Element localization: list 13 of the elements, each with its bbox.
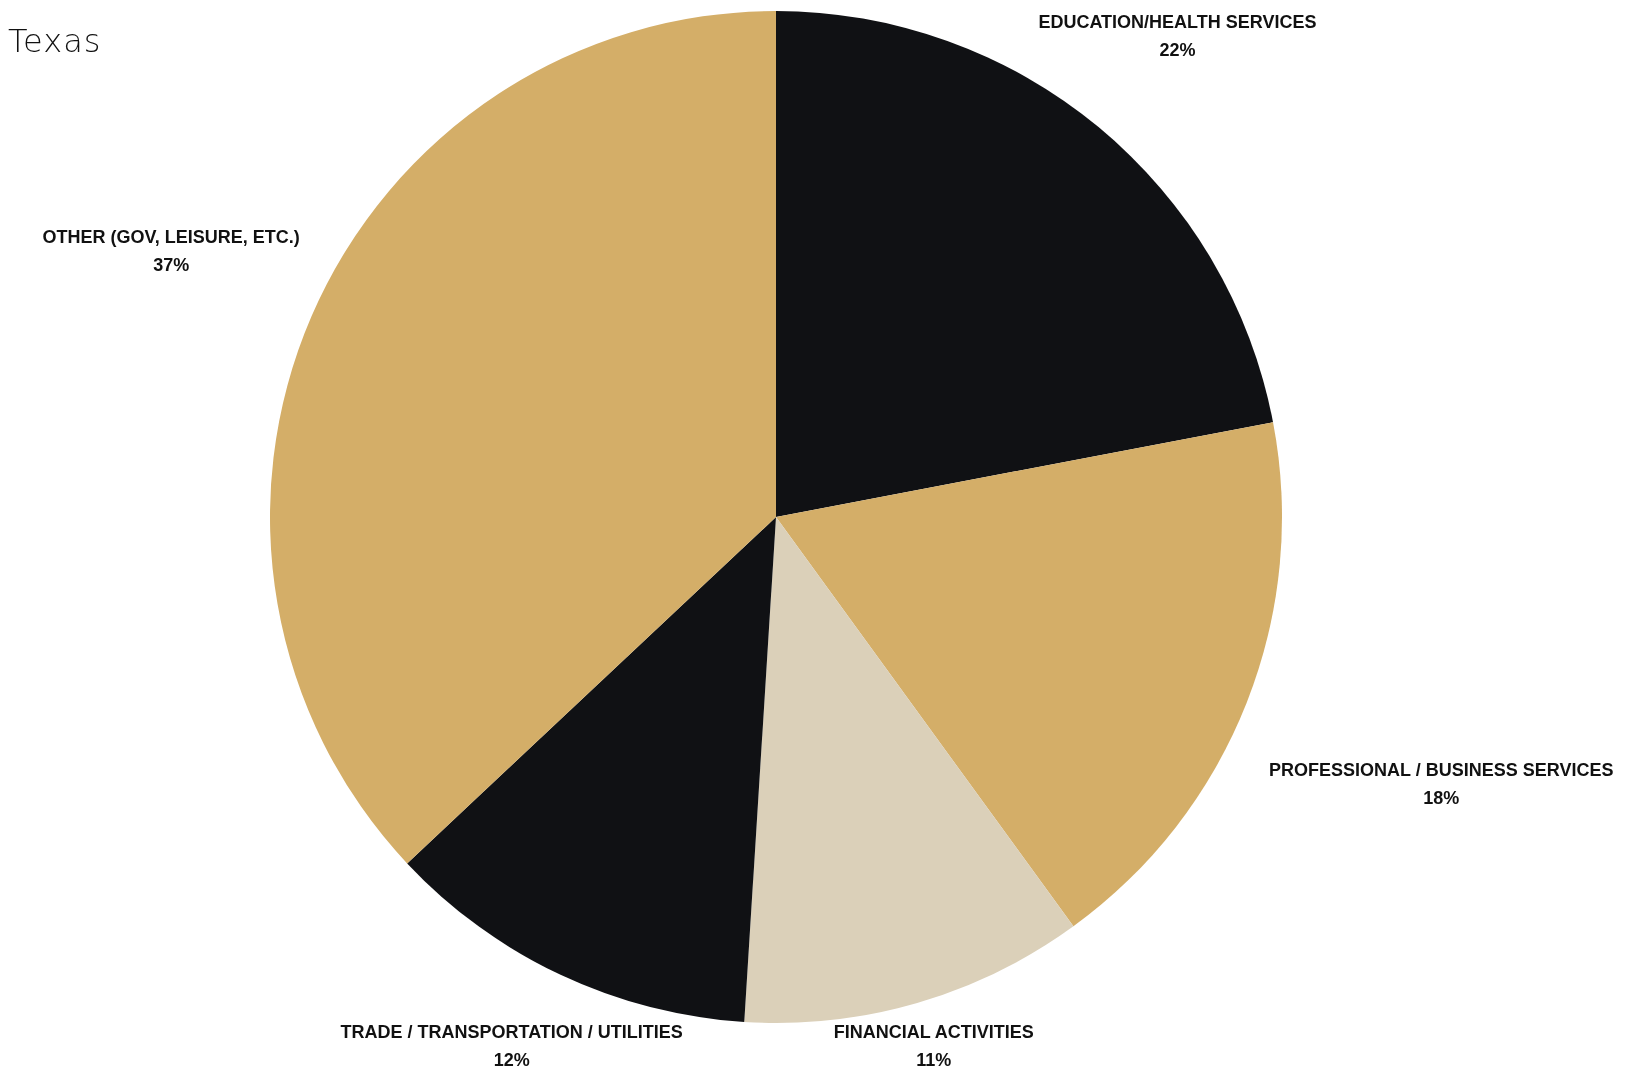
slice-label: OTHER (GOV, LEISURE, ETC.)	[42, 227, 300, 248]
slice-label: EDUCATION/HEALTH SERVICES	[1038, 11, 1317, 32]
chart-title: Texas	[8, 22, 102, 60]
pie-slice	[407, 517, 776, 1022]
slice-label: PROFESSIONAL / BUSINESS SERVICES	[1269, 760, 1614, 781]
data-label: 11%	[916, 1050, 952, 1070]
pie-slice	[744, 517, 1074, 1023]
data-label: 37%	[153, 255, 190, 276]
slice-label: FINANCIAL ACTIVITIES	[833, 1022, 1034, 1042]
slice-label: TRADE / TRANSPORTATION / UTILITIES	[340, 1022, 683, 1042]
data-label: 18%	[1423, 788, 1460, 809]
data-label: 22%	[1159, 39, 1196, 60]
data-label: 12%	[493, 1050, 530, 1070]
